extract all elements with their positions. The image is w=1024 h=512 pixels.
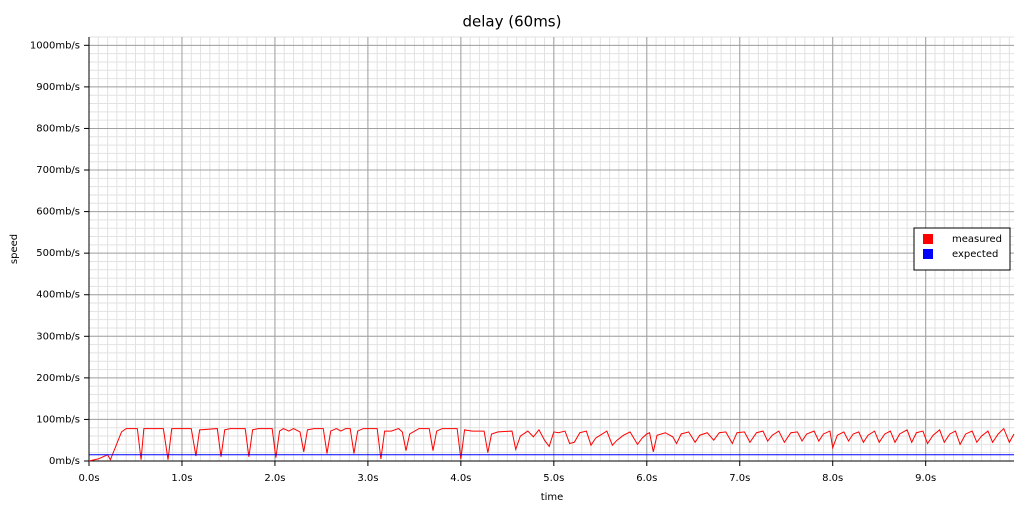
x-tick-label: 8.0s xyxy=(822,473,843,484)
legend-swatch xyxy=(923,249,933,259)
x-tick-label: 5.0s xyxy=(543,473,564,484)
x-tick-label: 9.0s xyxy=(915,473,936,484)
y-tick-label: 900mb/s xyxy=(36,82,80,93)
x-tick-label: 7.0s xyxy=(729,473,750,484)
y-tick-label: 600mb/s xyxy=(36,207,80,218)
x-tick-label: 1.0s xyxy=(171,473,192,484)
y-tick-label: 700mb/s xyxy=(36,165,80,176)
legend-label: expected xyxy=(952,249,998,260)
x-tick-label: 4.0s xyxy=(450,473,471,484)
y-tick-label: 800mb/s xyxy=(36,123,80,134)
chart-title: delay (60ms) xyxy=(463,13,562,31)
legend-swatch xyxy=(923,234,933,244)
x-tick-label: 3.0s xyxy=(357,473,378,484)
x-tick-label: 0.0s xyxy=(78,473,99,484)
y-tick-label: 100mb/s xyxy=(36,414,80,425)
y-tick-label: 200mb/s xyxy=(36,373,80,384)
x-axis-label: time xyxy=(541,492,564,503)
y-tick-label: 400mb/s xyxy=(36,290,80,301)
y-tick-label: 500mb/s xyxy=(36,248,80,259)
y-axis-label: speed xyxy=(9,234,20,264)
series-line xyxy=(88,427,1015,462)
x-tick-label: 2.0s xyxy=(264,473,285,484)
legend-label: measured xyxy=(952,234,1002,245)
y-tick-label: 300mb/s xyxy=(36,331,80,342)
x-tick-label: 6.0s xyxy=(636,473,657,484)
y-tick-label: 1000mb/s xyxy=(30,40,80,51)
y-tick-label: 0mb/s xyxy=(49,456,80,467)
